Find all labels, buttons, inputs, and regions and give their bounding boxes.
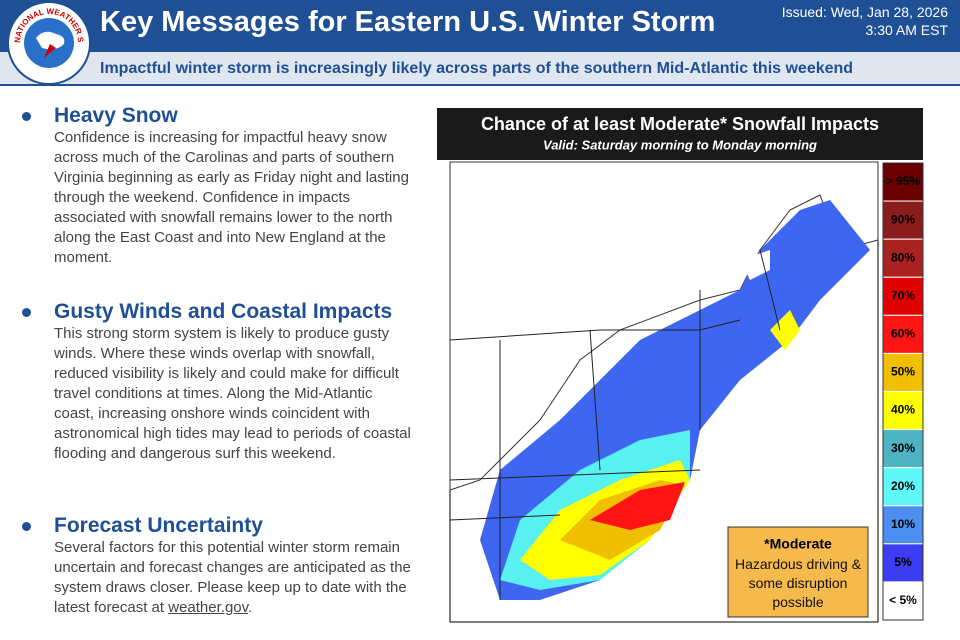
map [449,161,879,623]
legend-label: 40% [891,403,915,417]
legend-swatch [882,238,924,278]
title: Key Messages for Eastern U.S. Winter Sto… [100,6,716,38]
body-text: This strong storm system is likely to pr… [54,325,411,462]
logo: NATIONAL WEATHER SERVICE [6,0,91,85]
legend-label: 10% [891,517,915,531]
message: Heavy Snow Confidence is increasing for i… [22,104,422,268]
message-body: Confidence is increasing for impactful h… [54,128,414,268]
note-body: Hazardous driving & some disruption poss… [734,556,862,610]
bullet [22,308,31,317]
note-title: *Moderate [764,536,832,552]
body-text: . [248,599,253,616]
legend-label: 20% [891,479,915,493]
legend-label: 50% [891,365,915,379]
message: Forecast Uncertainty Several factors for … [22,514,422,618]
legend-swatch [882,200,924,240]
message-heading: Forecast Uncertainty [54,514,263,537]
legend-label: 70% [891,288,915,302]
bullet [22,522,31,531]
legend-label: > 95% [886,174,921,188]
bullet [22,112,31,121]
legend-frame [882,162,924,621]
legend-swatch [882,162,924,202]
issued: Issued: Wed, Jan 28, 2026 [781,4,948,20]
link[interactable]: weather.gov [168,599,249,616]
legend-label: 60% [891,327,915,341]
legend-label: 30% [891,441,915,455]
legend-label: 5% [894,555,912,569]
message-body: This strong storm system is likely to pr… [54,324,414,464]
header: Key Messages for Eastern U.S. Winter Sto… [0,0,960,52]
legend-swatch [882,543,924,583]
message-heading: Gusty Winds and Coastal Impacts [54,300,393,323]
legend-swatch [882,467,924,507]
body-text: Several factors for this potential winte… [54,539,411,616]
map-title: Chance of at least Moderate* Snowfall Im… [481,114,879,134]
subtitle: Impactful winter storm is increasingly l… [100,60,854,77]
body-text: Confidence is increasing for impactful h… [54,129,409,266]
subtitle-bar: Impactful winter storm is increasingly l… [0,52,960,86]
message: Gusty Winds and Coastal Impacts This stro… [22,300,422,464]
legend-swatch [882,429,924,469]
issued-time: 3:30 AM EST [865,22,948,38]
legend-label: 80% [891,250,915,264]
message-heading: Heavy Snow [54,104,178,127]
legend-label: 90% [891,212,915,226]
message-body: Several factors for this potential winte… [54,538,414,618]
legend-label: < 5% [889,593,917,607]
map-valid: Valid: Saturday morning to Monday mornin… [543,137,817,152]
